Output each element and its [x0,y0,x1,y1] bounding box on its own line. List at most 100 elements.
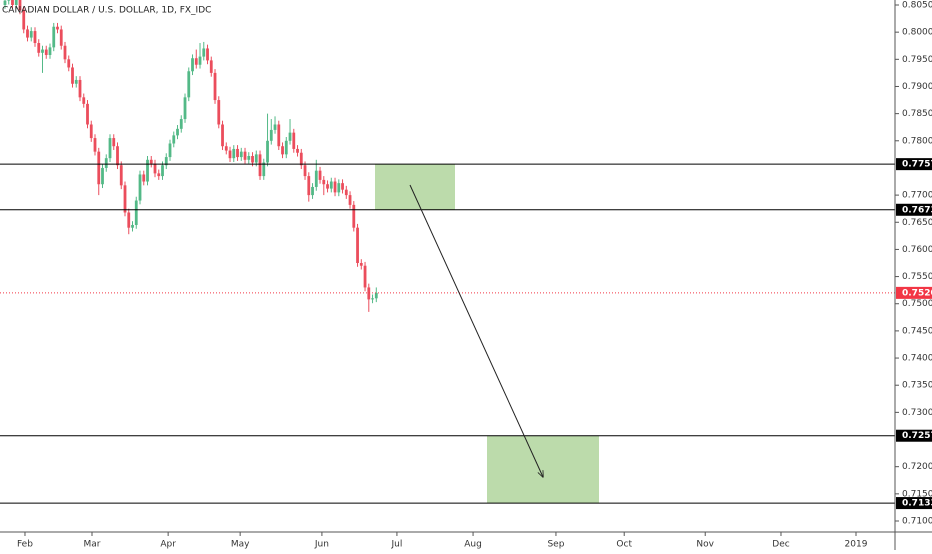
candle-body [112,138,116,147]
y-tick-label: 0.7450 [902,326,932,336]
x-tick-label: Mar [84,540,101,550]
y-tick-label: 0.7400 [902,354,932,364]
candle-body [63,45,67,60]
x-tick-label: Nov [696,540,714,550]
y-tick-label: 0.7150 [902,489,932,499]
candle-body [221,124,224,147]
x-tick-label: Sep [547,540,564,550]
candle-body [74,79,78,84]
x-tick-label: Apr [160,540,176,550]
candle-body [37,43,41,53]
candle-body [161,165,164,177]
y-tick-label: 0.7650 [902,218,932,228]
candle-body [371,298,374,300]
candle-body [119,165,123,186]
candle-body [281,146,284,155]
level-label: 0.7133 [902,499,932,509]
candle-body [239,151,243,158]
candle-body [273,124,277,130]
projection-arrow [409,184,543,477]
y-tick-label: 0.7300 [902,408,932,418]
candle-body [82,97,86,104]
candle-body [101,167,104,185]
candle-body [78,79,82,98]
y-tick-label: 0.8050 [902,1,932,11]
candle-body [224,146,228,151]
candle-body [142,174,146,182]
plot-area [0,0,895,504]
candle-body [29,31,33,38]
candle-body [258,154,262,177]
candle-body [89,124,93,139]
candle-body [374,292,378,299]
x-tick-label: Aug [464,540,482,550]
candle-body [326,184,329,189]
y-tick-label: 0.7800 [902,136,932,146]
candle-body [33,31,37,44]
candle-body [341,183,344,190]
candle-body [172,135,176,144]
candle-body [367,287,371,300]
level-badge [896,203,932,216]
candle-body [217,100,221,125]
x-tick-label: 2019 [845,540,868,550]
x-tick-label: Jul [390,540,402,550]
candle-body [359,263,363,266]
candle-body [311,186,314,196]
y-tick-label: 0.7900 [902,82,932,92]
candle-body [269,129,273,141]
candle-body [164,157,168,166]
candle-body [202,48,206,57]
candle-body [187,71,191,98]
candle-body [176,128,179,136]
candle-body [116,146,119,166]
candle-body [14,0,18,6]
x-tick-label: Dec [772,540,789,550]
candle-body [333,181,337,193]
y-tick-label: 0.7350 [902,381,932,391]
y-tick-label: 0.8000 [902,28,932,38]
candle-body [288,132,292,141]
candle-body [277,124,281,147]
candle-body [138,174,142,201]
candle-body [322,179,326,185]
candle-body [97,151,101,185]
candle-body [284,140,288,155]
candle-body [191,58,194,72]
chart-title: CANADIAN DOLLAR / U.S. DOLLAR, 1D, FX_ID… [2,6,211,16]
candle-body [363,265,367,288]
candle-body [93,138,97,152]
candle-body [194,58,198,65]
level-label: 0.7673 [902,205,932,215]
candle-body [149,159,153,164]
candle-body [41,49,44,53]
candle-body [11,0,14,5]
y-tick-label: 0.7200 [902,462,932,472]
candle-body [247,155,251,160]
candle-body [153,163,157,174]
candle-body [104,158,108,168]
candle-body [198,56,202,65]
candle-body [183,97,187,120]
level-label: 0.7757 [902,160,932,170]
candle-body [206,48,209,61]
candle-body [3,0,7,5]
candle-body [213,72,217,101]
candle-body [303,165,307,177]
x-tick-label: Feb [17,540,33,550]
candle-body [228,150,232,159]
candle-body [157,173,161,177]
y-tick-label: 0.7850 [902,109,932,119]
x-tick-label: Jun [314,540,329,550]
candle-body [7,0,11,1]
target-zone [487,435,599,504]
candle-body [18,0,22,11]
y-tick-label: 0.7500 [902,299,932,309]
y-tick-label: 0.7700 [902,191,932,201]
candle-body [254,154,258,163]
candle-body [131,224,134,228]
candle-body [56,26,59,30]
